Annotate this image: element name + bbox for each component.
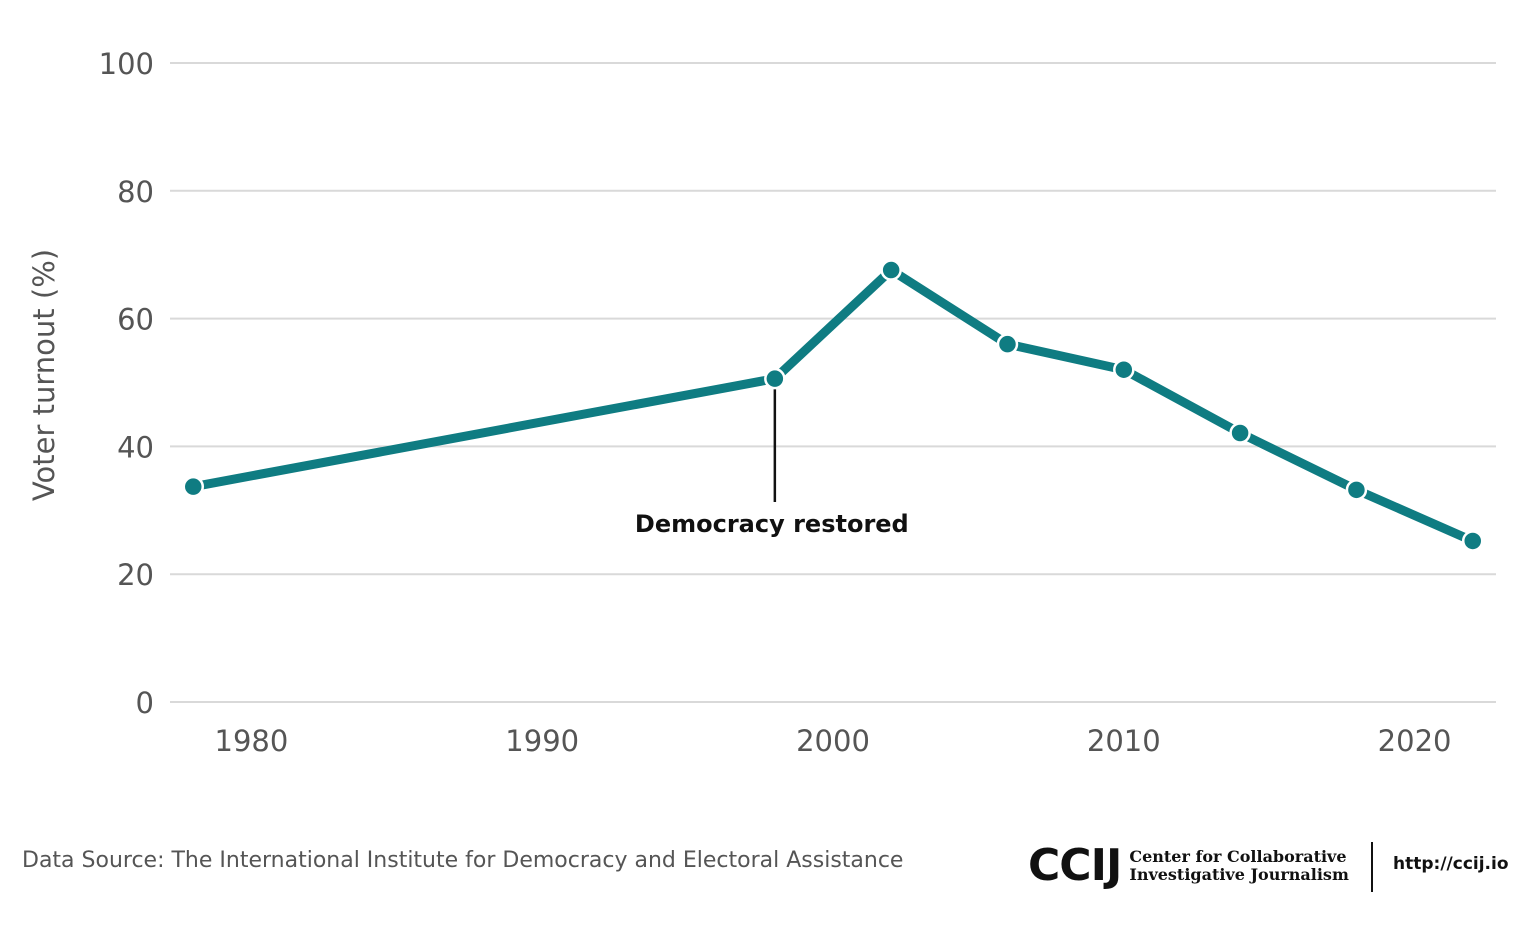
data-point-1998[interactable]: [764, 367, 786, 390]
site-url-link[interactable]: http://ccij.io: [1393, 854, 1509, 874]
data-source-note: Data Source: The International Institute…: [22, 848, 904, 873]
ccij-logo: CCIJ Center for Collaborative Investigat…: [1028, 838, 1349, 894]
x-tick-label-1990: 1990: [505, 724, 579, 758]
y-axis-ticks: 0 20 40 60 80 100: [99, 47, 154, 720]
logo-line-2: Investigative Journalism: [1129, 865, 1349, 884]
logo-name: Center for Collaborative Investigative J…: [1129, 848, 1349, 884]
footer-divider: [1371, 842, 1373, 892]
data-point-2014[interactable]: [1229, 422, 1251, 444]
logo-line-1: Center for Collaborative: [1129, 847, 1347, 866]
x-tick-label-1980: 1980: [215, 724, 289, 758]
data-point-2010[interactable]: [1113, 358, 1135, 381]
y-tick-label-20: 20: [117, 558, 154, 592]
x-axis-ticks: 1980 1990 2000 2010 2020: [215, 724, 1452, 758]
y-axis-title: Voter turnout (%): [27, 249, 61, 501]
x-tick-label-2000: 2000: [796, 724, 870, 758]
data-point-2002[interactable]: [880, 259, 902, 281]
annotation-label-0: Democracy restored: [635, 510, 909, 538]
y-tick-label-0: 0: [136, 686, 154, 720]
data-point-1978[interactable]: [182, 475, 205, 498]
data-point-2022[interactable]: [1461, 530, 1484, 552]
x-tick-label-2020: 2020: [1378, 724, 1452, 758]
grid-lines: [170, 62, 1496, 703]
data-point-2018[interactable]: [1345, 479, 1368, 501]
y-tick-label-80: 80: [117, 175, 154, 209]
annotations: Democracy restored: [635, 382, 909, 538]
y-tick-label-40: 40: [117, 430, 154, 464]
y-tick-label-60: 60: [117, 303, 154, 337]
x-tick-label-2010: 2010: [1087, 724, 1161, 758]
y-tick-label-100: 100: [99, 47, 154, 81]
series-group: [182, 259, 1484, 552]
data-point-2006[interactable]: [996, 333, 1019, 355]
logo-mark: CCIJ: [1028, 840, 1122, 891]
series-line-0: [188, 265, 1478, 546]
